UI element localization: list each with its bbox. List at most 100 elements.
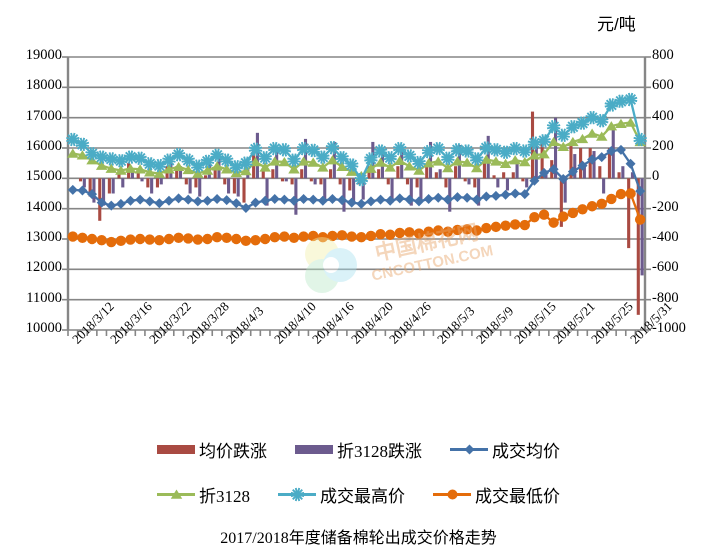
bar bbox=[540, 138, 544, 179]
bar bbox=[175, 166, 179, 179]
y-tick-left-11000: 11000 bbox=[26, 289, 62, 306]
y-tick-right-0: 0 bbox=[652, 168, 660, 185]
legend-marker-icon bbox=[290, 487, 305, 502]
bar bbox=[313, 178, 317, 185]
bar bbox=[242, 178, 246, 203]
bar bbox=[329, 169, 333, 179]
y-tick-left-14000: 14000 bbox=[25, 198, 62, 215]
legend-label: 折3128 bbox=[199, 487, 250, 506]
legend-label: 成交最低价 bbox=[475, 487, 560, 506]
y-tick-right-600: 600 bbox=[652, 77, 674, 94]
legend-swatch bbox=[278, 487, 316, 502]
legend-item[interactable]: 成交最低价 bbox=[433, 482, 560, 507]
legend-item[interactable]: 折3128 bbox=[157, 482, 250, 507]
y-tick-right-800: 800 bbox=[652, 47, 674, 63]
bar bbox=[473, 178, 477, 188]
bar bbox=[188, 178, 192, 194]
bar bbox=[511, 172, 515, 179]
bar bbox=[342, 178, 346, 212]
y-tick-right--200: -200 bbox=[652, 198, 679, 215]
bar bbox=[621, 166, 625, 179]
bar bbox=[111, 178, 115, 194]
bar bbox=[617, 172, 621, 179]
bar bbox=[140, 178, 144, 182]
chart-title: 2017/2018年度储备棉轮出成交价格走势 bbox=[220, 530, 497, 547]
bar bbox=[194, 178, 198, 188]
bar bbox=[448, 178, 452, 212]
legend-label: 均价跌涨 bbox=[199, 442, 267, 461]
y-tick-left-17000: 17000 bbox=[25, 107, 62, 124]
bar bbox=[582, 163, 586, 179]
bar bbox=[121, 178, 125, 188]
bar-series-group bbox=[78, 111, 644, 315]
bar bbox=[636, 178, 640, 315]
bar bbox=[640, 178, 644, 276]
bar bbox=[505, 178, 510, 191]
y-tick-left-12000: 12000 bbox=[25, 259, 62, 276]
bar bbox=[630, 172, 635, 179]
bar bbox=[136, 172, 140, 179]
bar bbox=[467, 178, 471, 185]
bar bbox=[290, 178, 294, 185]
y-tick-right--1000: -1000 bbox=[652, 320, 686, 336]
bar bbox=[203, 175, 208, 179]
bar bbox=[146, 178, 150, 188]
bar bbox=[294, 178, 298, 215]
bar bbox=[198, 178, 202, 197]
legend-row-1: 均价跌涨 折3128跌涨 成交均价 bbox=[0, 437, 717, 462]
legend-item[interactable]: 均价跌涨 bbox=[157, 437, 267, 462]
bar bbox=[425, 166, 429, 179]
bar bbox=[463, 178, 467, 182]
bar bbox=[159, 178, 163, 185]
bar bbox=[232, 178, 236, 194]
bar bbox=[553, 117, 558, 179]
legend-item[interactable]: 成交均价 bbox=[450, 437, 560, 462]
y-tick-left-10000: 10000 bbox=[25, 320, 62, 336]
legend-item[interactable]: 折3128跌涨 bbox=[295, 437, 422, 462]
legend-row-2: 折3128 成交最高价 成交最低价 bbox=[0, 482, 717, 507]
y-tick-left-19000: 19000 bbox=[25, 47, 62, 63]
bar bbox=[482, 163, 486, 179]
bar bbox=[227, 178, 231, 194]
bar bbox=[386, 178, 390, 185]
legend-swatch bbox=[433, 489, 471, 500]
bar bbox=[434, 172, 438, 179]
legend-label: 成交均价 bbox=[492, 442, 560, 461]
bar bbox=[444, 178, 448, 188]
bar bbox=[361, 178, 365, 200]
bar bbox=[390, 178, 394, 203]
bar bbox=[130, 169, 134, 179]
bar bbox=[569, 141, 573, 179]
bar bbox=[92, 178, 96, 203]
y-tick-right-400: 400 bbox=[652, 107, 674, 124]
y-tick-right--400: -400 bbox=[652, 229, 679, 245]
legend-label: 折3128跌涨 bbox=[337, 442, 422, 461]
bar bbox=[588, 148, 592, 179]
legend-swatch bbox=[157, 444, 195, 455]
y-tick-right--800: -800 bbox=[652, 289, 679, 306]
bar bbox=[477, 178, 481, 206]
bar bbox=[502, 172, 506, 179]
bar bbox=[405, 178, 410, 185]
bar bbox=[309, 178, 313, 182]
bar bbox=[82, 178, 86, 188]
bar bbox=[627, 178, 631, 249]
bar bbox=[236, 178, 240, 197]
bar bbox=[592, 151, 596, 179]
y-tick-left-18000: 18000 bbox=[25, 77, 62, 94]
legend-label: 成交最高价 bbox=[320, 487, 405, 506]
axis-lines bbox=[62, 56, 651, 336]
bar bbox=[261, 169, 265, 179]
legend-item[interactable]: 成交最高价 bbox=[278, 482, 405, 507]
unit-label-top-right: 元/吨 bbox=[597, 15, 636, 34]
bar bbox=[438, 169, 442, 179]
bar bbox=[573, 154, 577, 179]
line-series bbox=[67, 144, 646, 214]
plot-area-wrapper bbox=[0, 45, 717, 340]
legend-swatch bbox=[295, 444, 333, 455]
bar bbox=[102, 178, 106, 206]
bar bbox=[419, 178, 423, 200]
legend: 均价跌涨 折3128跌涨 成交均价 折3128 成交最高价 成交最低价 bbox=[0, 437, 717, 507]
bar bbox=[300, 169, 304, 179]
